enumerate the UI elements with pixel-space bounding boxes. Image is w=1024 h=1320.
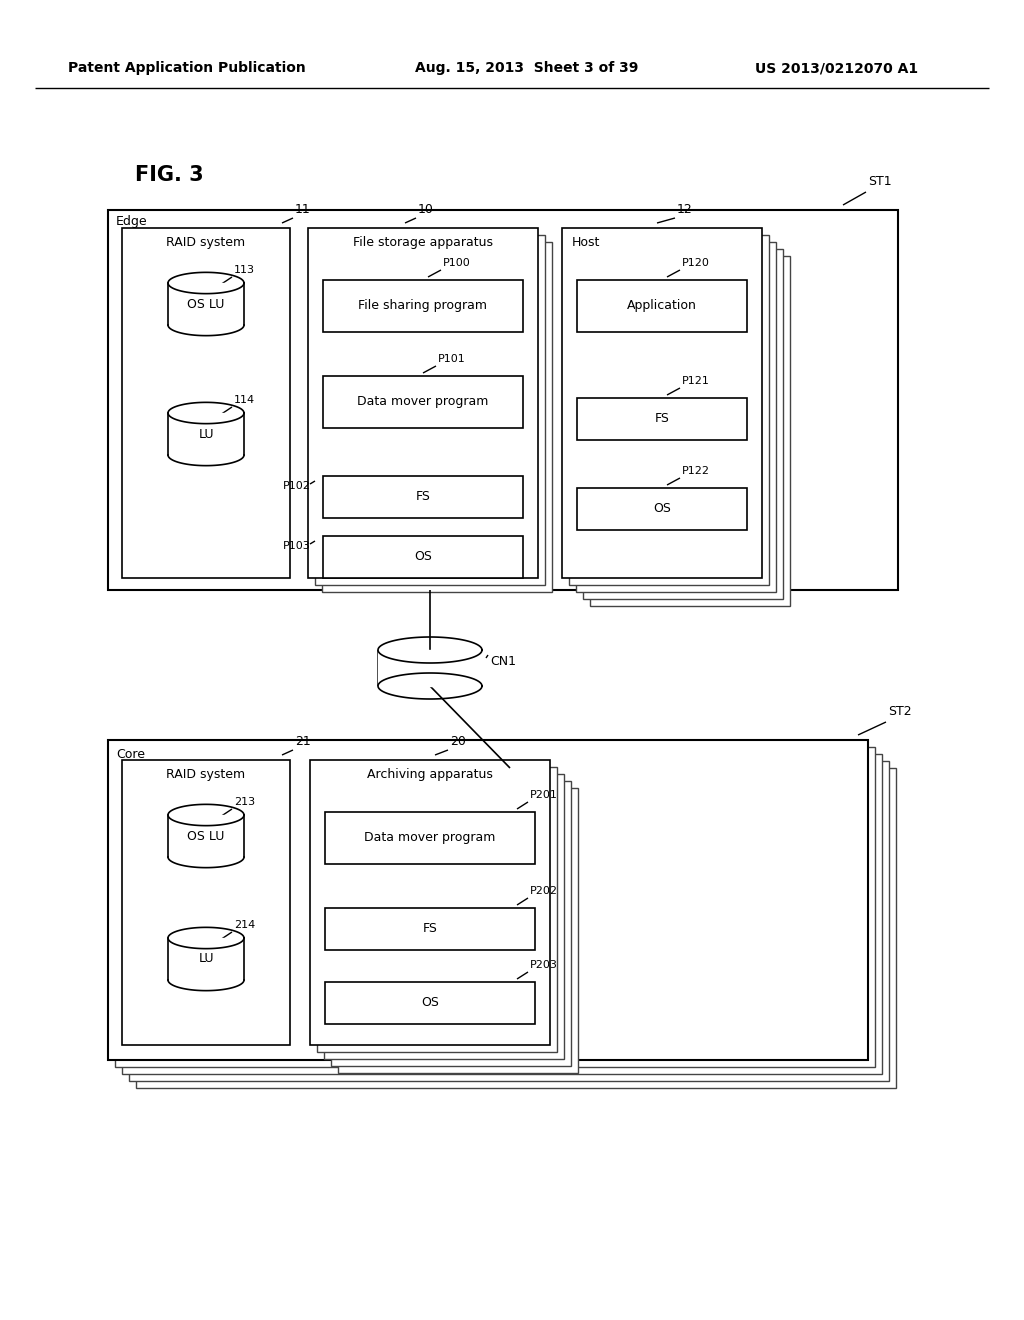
- Text: 11: 11: [295, 203, 310, 216]
- Text: File sharing program: File sharing program: [358, 300, 487, 313]
- Text: RAID system: RAID system: [167, 768, 246, 781]
- Text: P201: P201: [530, 789, 558, 800]
- Text: Core: Core: [116, 748, 145, 762]
- Bar: [577, 488, 746, 531]
- Text: 12: 12: [677, 203, 693, 216]
- Text: Patent Application Publication: Patent Application Publication: [68, 61, 306, 75]
- Text: OS: OS: [421, 997, 439, 1010]
- Text: 20: 20: [450, 735, 466, 748]
- Bar: [338, 788, 578, 1073]
- Text: OS: OS: [414, 550, 432, 564]
- Text: FIG. 3: FIG. 3: [135, 165, 204, 185]
- Text: P121: P121: [682, 376, 710, 385]
- Text: Edge: Edge: [116, 215, 147, 228]
- Text: Application: Application: [627, 300, 697, 313]
- Text: 10: 10: [418, 203, 434, 216]
- Bar: [108, 741, 868, 1060]
- Text: FS: FS: [654, 412, 670, 425]
- Bar: [115, 747, 874, 1067]
- Text: LU: LU: [199, 428, 214, 441]
- Bar: [122, 754, 882, 1074]
- Text: 114: 114: [234, 395, 255, 405]
- Text: P202: P202: [530, 886, 558, 896]
- Bar: [308, 228, 538, 578]
- Text: OS LU: OS LU: [187, 829, 224, 842]
- Bar: [322, 242, 552, 591]
- Text: 21: 21: [295, 735, 310, 748]
- Bar: [575, 242, 776, 591]
- Text: FS: FS: [423, 923, 437, 936]
- Bar: [323, 477, 523, 517]
- Text: P102: P102: [283, 480, 311, 491]
- Text: OS LU: OS LU: [187, 297, 224, 310]
- Bar: [108, 210, 898, 590]
- Text: Aug. 15, 2013  Sheet 3 of 39: Aug. 15, 2013 Sheet 3 of 39: [415, 61, 638, 75]
- Text: P120: P120: [682, 257, 710, 268]
- Bar: [122, 228, 290, 578]
- Text: 113: 113: [234, 265, 255, 275]
- Text: LU: LU: [199, 953, 214, 965]
- Text: FS: FS: [416, 491, 430, 503]
- Bar: [310, 760, 550, 1045]
- Bar: [325, 908, 535, 950]
- Bar: [122, 760, 290, 1045]
- Bar: [323, 376, 523, 428]
- Text: 214: 214: [234, 920, 255, 931]
- Text: Archiving apparatus: Archiving apparatus: [367, 768, 493, 781]
- Bar: [325, 982, 535, 1024]
- Text: ST1: ST1: [868, 176, 892, 187]
- Bar: [324, 774, 564, 1059]
- Text: P103: P103: [283, 541, 310, 550]
- Bar: [590, 256, 790, 606]
- Bar: [323, 536, 523, 578]
- Bar: [577, 399, 746, 440]
- Bar: [331, 781, 571, 1067]
- Text: Data mover program: Data mover program: [365, 832, 496, 845]
- Bar: [136, 768, 896, 1088]
- Bar: [562, 228, 762, 578]
- Text: ST2: ST2: [888, 705, 911, 718]
- Text: P203: P203: [530, 960, 558, 970]
- Text: P100: P100: [443, 257, 471, 268]
- Bar: [569, 235, 769, 585]
- Text: 213: 213: [234, 797, 255, 807]
- Bar: [129, 762, 889, 1081]
- Bar: [315, 235, 545, 585]
- Text: CN1: CN1: [490, 655, 516, 668]
- Text: Data mover program: Data mover program: [357, 396, 488, 408]
- Text: File storage apparatus: File storage apparatus: [353, 236, 493, 249]
- Text: P122: P122: [682, 466, 710, 477]
- Text: Host: Host: [572, 236, 600, 249]
- Bar: [325, 812, 535, 865]
- Text: P101: P101: [438, 354, 466, 364]
- Text: US 2013/0212070 A1: US 2013/0212070 A1: [755, 61, 919, 75]
- Text: OS: OS: [653, 503, 671, 516]
- Bar: [583, 249, 783, 599]
- Text: RAID system: RAID system: [167, 236, 246, 249]
- Bar: [317, 767, 557, 1052]
- Bar: [577, 280, 746, 333]
- Bar: [323, 280, 523, 333]
